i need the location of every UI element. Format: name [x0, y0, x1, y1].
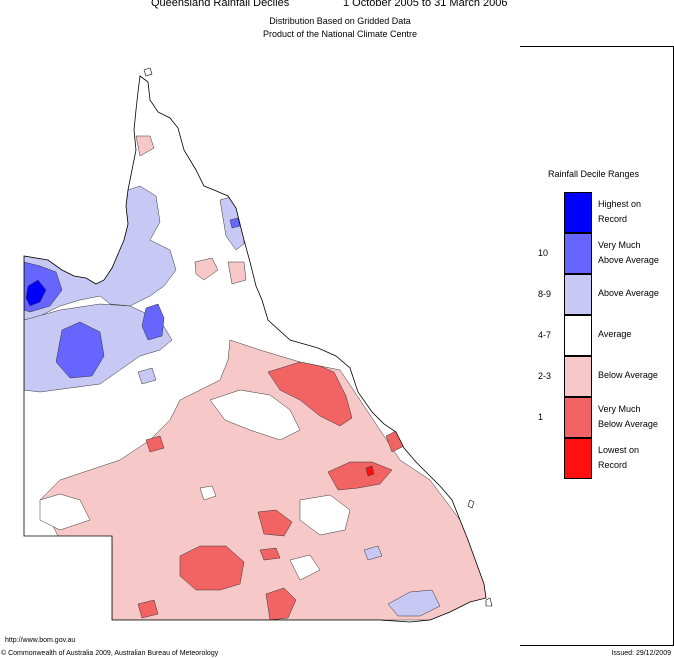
legend-title: Rainfall Decile Ranges — [548, 169, 640, 179]
legend-swatch — [564, 192, 592, 233]
legend-range: 1 — [538, 412, 544, 422]
legend-label-line: Highest on — [598, 199, 642, 209]
legend-swatch — [564, 397, 592, 438]
legend-label: Average — [598, 327, 674, 342]
footer-issued-date: Issued: 29/12/2009 — [611, 650, 671, 657]
map-period: 1 October 2005 to 31 March 2006 — [343, 0, 508, 9]
legend-range: 4-7 — [538, 330, 552, 340]
legend-label: Very Much Above Average — [598, 238, 674, 268]
legend-label-line: Lowest on — [598, 445, 640, 455]
footer-copyright: © Commonwealth of Australia 2009, Austra… — [1, 650, 219, 657]
map-title-bar: Queensland Rainfall Deciles 1 October 20… — [0, 0, 674, 12]
map-subtitle-distribution: Distribution Based on Gridded Data — [269, 16, 411, 26]
legend-swatch — [564, 356, 592, 397]
legend-swatch — [564, 438, 592, 479]
legend-label: Lowest on Record — [598, 443, 674, 473]
legend-label: Above Average — [598, 286, 674, 301]
queensland-rainfall-map — [0, 46, 520, 646]
legend-range: 8-9 — [538, 289, 552, 299]
legend-label: Very Much Below Average — [598, 402, 674, 432]
legend-range: 10 — [538, 248, 549, 258]
footer-url: http://www.bom.gov.au — [5, 637, 76, 644]
legend-swatch — [564, 274, 592, 315]
legend-label-line: Below Average — [598, 370, 658, 380]
legend-label-line: Very Much — [598, 404, 641, 414]
legend-frame — [520, 46, 674, 646]
legend-label-line: Record — [598, 214, 628, 224]
legend-label-line: Record — [598, 460, 628, 470]
map-subtitle-product: Product of the National Climate Centre — [262, 29, 418, 39]
legend-label-line: Very Much — [598, 240, 641, 250]
legend-label: Highest on Record — [598, 197, 674, 227]
legend-label: Below Average — [598, 368, 674, 383]
legend-label-line: Above Average — [598, 288, 659, 298]
legend-range: 2-3 — [538, 371, 552, 381]
map-title: Queensland Rainfall Deciles — [151, 0, 290, 9]
legend-label-line: Below Average — [598, 419, 658, 429]
legend-label-line: Average — [598, 329, 632, 339]
legend-label-line: Above Average — [598, 255, 659, 265]
legend-swatch — [564, 315, 592, 356]
legend-swatch — [564, 233, 592, 274]
